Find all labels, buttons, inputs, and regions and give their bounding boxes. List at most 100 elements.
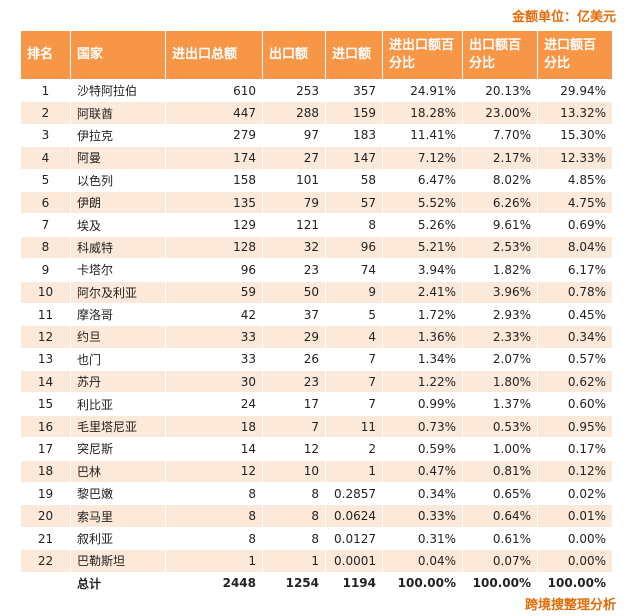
table-cell: 97 <box>262 123 326 148</box>
table-cell: 索马里 <box>70 504 166 528</box>
table-cell: 12 <box>20 325 71 349</box>
table-cell: 1 <box>325 459 383 484</box>
table-cell: 6 <box>20 190 71 215</box>
table-row: 4 阿曼 174 27 147 7.12% 2.17% 12.33% <box>20 146 613 170</box>
table-row: 16 毛里塔尼亚 18 7 11 0.73% 0.53% 0.95% <box>20 414 613 439</box>
table-cell: 苏丹 <box>70 370 166 394</box>
table-cell: 7 <box>325 392 383 416</box>
table-cell: 0.45% <box>537 302 613 327</box>
table-row: 7 埃及 129 121 8 5.26% 9.61% 0.69% <box>20 213 613 237</box>
table-cell: 0.0127 <box>325 526 383 551</box>
table-cell: 毛里塔尼亚 <box>70 414 166 439</box>
table-cell: 23.00% <box>462 101 538 125</box>
table-cell: 15.30% <box>537 123 613 148</box>
table-cell: 7 <box>325 347 383 372</box>
table-cell: 17 <box>262 392 326 416</box>
table-cell: 57 <box>325 190 383 215</box>
table-cell: 突尼斯 <box>70 437 166 461</box>
table-cell: 沙特阿拉伯 <box>70 78 166 103</box>
table-cell: 8 <box>165 526 263 551</box>
table-cell: 11 <box>325 414 383 439</box>
table-cell: 8 <box>325 213 383 237</box>
table-row: 22 巴勒斯坦 1 1 0.0001 0.04% 0.07% 0.00% <box>20 549 613 573</box>
table-cell: 24 <box>165 392 263 416</box>
table-cell: 5 <box>20 168 71 192</box>
table-cell: 6.47% <box>382 168 463 192</box>
table-cell: 2.07% <box>462 347 538 372</box>
table-cell: 16 <box>20 414 71 439</box>
table-cell: 巴勒斯坦 <box>70 549 166 573</box>
unit-note: 金额单位：亿美元 <box>511 10 616 25</box>
table-cell: 7.70% <box>462 123 538 148</box>
table-cell: 0.57% <box>537 347 613 372</box>
table-row: 21 叙利亚 8 8 0.0127 0.31% 0.61% 0.00% <box>20 526 613 551</box>
table-cell: 23 <box>262 258 326 282</box>
table-cell: 1.34% <box>382 347 463 372</box>
table-cell: 174 <box>165 146 263 170</box>
source-note: 跨境搜整理分析 <box>524 598 616 613</box>
table-cell: 7.12% <box>382 146 463 170</box>
table-cell: 159 <box>325 101 383 125</box>
table-cell: 79 <box>262 190 326 215</box>
table-cell: 5.52% <box>382 190 463 215</box>
table-cell: 0.60% <box>537 392 613 416</box>
table-cell: 阿联酋 <box>70 101 166 125</box>
header-row: 排名 国家 进出口总额 出口额 进口额 进出口额百分比 出口额百分比 进口额百分比 <box>20 30 613 80</box>
table-cell: 1.22% <box>382 370 463 394</box>
header-cell: 进口额 <box>325 30 383 80</box>
header-cell: 排名 <box>20 30 71 80</box>
table-cell: 18.28% <box>382 101 463 125</box>
table-cell: 129 <box>165 213 263 237</box>
table-cell: 101 <box>262 168 326 192</box>
table-cell: 0.62% <box>537 370 613 394</box>
table-cell: 121 <box>262 213 326 237</box>
table-cell: 1 <box>165 549 263 573</box>
table-cell: 0.65% <box>462 482 538 506</box>
table-cell: 0.73% <box>382 414 463 439</box>
table-cell: 6.17% <box>537 258 613 282</box>
table-cell: 279 <box>165 123 263 148</box>
table-cell: 1 <box>20 78 71 103</box>
table-cell: 0.53% <box>462 414 538 439</box>
table-row: 6 伊朗 135 79 57 5.52% 6.26% 4.75% <box>20 190 613 215</box>
table-cell: 5 <box>325 302 383 327</box>
table-cell: 0.78% <box>537 280 613 304</box>
table-cell: 8 <box>262 504 326 528</box>
table-cell: 29 <box>262 325 326 349</box>
table-cell: 0.0624 <box>325 504 383 528</box>
table-cell: 18 <box>165 414 263 439</box>
table-cell: 8.02% <box>462 168 538 192</box>
table-row: 1 沙特阿拉伯 610 253 357 24.91% 20.13% 29.94% <box>20 78 613 103</box>
table-cell: 8 <box>262 526 326 551</box>
table-cell: 0.01% <box>537 504 613 528</box>
table-cell: 阿尔及利亚 <box>70 280 166 304</box>
table-row: 12 约旦 33 29 4 1.36% 2.33% 0.34% <box>20 325 613 349</box>
table-cell: 183 <box>325 123 383 148</box>
table-cell: 288 <box>262 101 326 125</box>
table-cell: 17 <box>20 437 71 461</box>
table-cell: 0.33% <box>382 504 463 528</box>
table-cell: 135 <box>165 190 263 215</box>
table-cell: 叙利亚 <box>70 526 166 551</box>
table-cell: 4 <box>20 146 71 170</box>
table-cell: 18 <box>20 459 71 484</box>
table-row: 14 苏丹 30 23 7 1.22% 1.80% 0.62% <box>20 370 613 394</box>
table-cell: 19 <box>20 482 71 506</box>
table-cell: 科威特 <box>70 235 166 260</box>
table-cell: 158 <box>165 168 263 192</box>
table-cell: 巴林 <box>70 459 166 484</box>
table-cell: 0.34% <box>382 482 463 506</box>
table-cell: 2.17% <box>462 146 538 170</box>
table-cell: 1 <box>262 549 326 573</box>
table-cell: 0.12% <box>537 459 613 484</box>
table-cell: 2 <box>325 437 383 461</box>
data-table: 排名 国家 进出口总额 出口额 进口额 进出口额百分比 出口额百分比 进口额百分比 1 沙特阿拉… <box>20 30 613 595</box>
table-row: 9 卡塔尔 96 23 74 3.94% 1.82% 6.17% <box>20 258 613 282</box>
table-cell <box>20 571 71 595</box>
table-cell: 0.00% <box>537 526 613 551</box>
table-cell: 3 <box>20 123 71 148</box>
table-cell: 也门 <box>70 347 166 372</box>
table-cell: 253 <box>262 78 326 103</box>
table-cell: 15 <box>20 392 71 416</box>
table-cell: 100.00% <box>382 571 463 595</box>
